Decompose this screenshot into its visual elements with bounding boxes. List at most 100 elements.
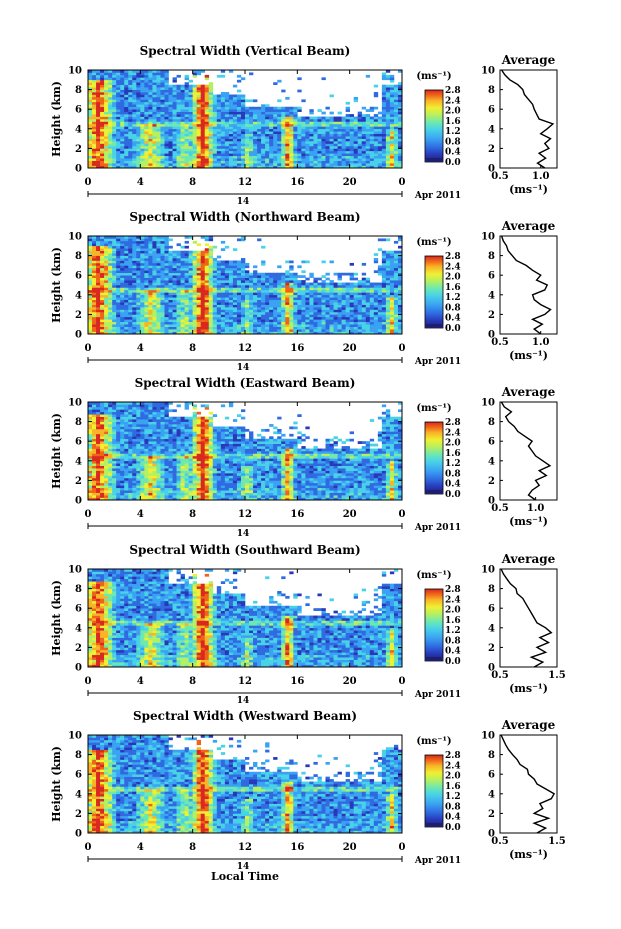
avg-y-tick-label: 2: [488, 643, 495, 654]
colorbar-tick-label: 2.8: [445, 585, 461, 595]
colorbar-tick-label: 0.4: [445, 480, 461, 490]
avg-x-tick-label: 0.5: [491, 337, 508, 348]
avg-y-tick-label: 8: [488, 85, 495, 96]
x-tick-label: 20: [343, 676, 357, 687]
colorbar-tick-label: 1.2: [445, 127, 461, 137]
avg-x-tick-label: 1.0: [532, 171, 549, 182]
avg-y-tick-label: 4: [488, 789, 495, 800]
x-tick-label: 12: [238, 509, 252, 520]
avg-y-tick-label: 8: [488, 251, 495, 262]
colorbar-tick-label: 2.0: [445, 772, 461, 782]
avg-y-tick-label: 2: [488, 310, 495, 321]
x-tick-label: 16: [290, 509, 304, 520]
x-tick-label: 20: [343, 343, 357, 354]
average-x-label: (ms⁻¹): [509, 515, 548, 528]
date-label: Apr 2011: [414, 191, 461, 201]
y-tick-label: 10: [68, 731, 82, 742]
y-tick-label: 8: [75, 584, 82, 595]
colorbar: [424, 754, 444, 828]
y-axis-label: Height (km): [50, 247, 63, 323]
panel-3: Spectral Width (Eastward Beam) 0 2 4 6 8 10 0 4 8…: [50, 376, 558, 539]
colorbar-tick-label: 0.0: [445, 823, 461, 833]
colorbar-tick-label: 0.0: [445, 324, 461, 334]
heatmap-cells: [88, 735, 403, 834]
heatmap-cells: [88, 236, 403, 335]
x-tick-label: 16: [290, 676, 304, 687]
x-tick-label: 20: [343, 509, 357, 520]
colorbar-tick-label: 2.0: [445, 606, 461, 616]
avg-y-tick-label: 0: [488, 330, 495, 341]
average-line: [501, 69, 555, 169]
y-tick-label: 6: [75, 604, 82, 615]
average-frame: [499, 568, 558, 668]
date-tick-label: 14: [237, 862, 250, 872]
y-tick-label: 8: [75, 750, 82, 761]
y-tick-label: 0: [75, 829, 82, 840]
average-x-label: (ms⁻¹): [509, 682, 548, 695]
x-tick-label: 4: [137, 177, 144, 188]
colorbar-bottom: [425, 324, 443, 328]
panel-title: Spectral Width (Westward Beam): [133, 709, 357, 723]
colorbar-tick-label: 2.4: [445, 428, 461, 438]
x-tick-label: 0: [399, 177, 406, 188]
panel-title: Spectral Width (Eastward Beam): [135, 376, 356, 390]
y-tick-label: 6: [75, 271, 82, 282]
colorbar: [424, 421, 444, 495]
colorbar-tick-label: 0.0: [445, 657, 461, 667]
colorbar-tick-label: 0.8: [445, 636, 461, 646]
colorbar-tick-label: 1.2: [445, 792, 461, 802]
colorbar-tick-label: 0.4: [445, 813, 461, 823]
avg-y-tick-label: 8: [488, 750, 495, 761]
y-axis-label: Height (km): [50, 580, 63, 656]
avg-x-tick-label: 0.5: [491, 171, 508, 182]
colorbar-unit: (ms⁻¹): [416, 403, 451, 414]
y-tick-label: 2: [75, 476, 82, 487]
y-tick-label: 6: [75, 437, 82, 448]
avg-y-tick-label: 4: [488, 290, 495, 301]
date-tick-label: 14: [237, 363, 250, 373]
avg-y-tick-label: 0: [488, 829, 495, 840]
colorbar-bottom: [425, 158, 443, 162]
y-tick-label: 4: [75, 623, 82, 634]
avg-y-tick-label: 10: [481, 66, 495, 77]
avg-y-tick-label: 6: [488, 604, 495, 615]
y-tick-label: 4: [75, 124, 82, 135]
x-tick-label: 0: [399, 842, 406, 853]
date-tick-label: 14: [237, 529, 250, 539]
avg-y-tick-label: 10: [481, 565, 495, 576]
average-line: [500, 734, 556, 834]
y-tick-label: 8: [75, 251, 82, 262]
average-title: Average: [501, 385, 556, 399]
avg-y-tick-label: 2: [488, 476, 495, 487]
y-tick-label: 2: [75, 144, 82, 155]
colorbar-tick-label: 1.6: [445, 117, 461, 127]
colorbar-tick-label: 0.8: [445, 303, 461, 313]
colorbar-tick-label: 2.0: [445, 439, 461, 449]
avg-y-tick-label: 6: [488, 105, 495, 116]
avg-y-tick-label: 2: [488, 144, 495, 155]
average-frame: [499, 401, 558, 501]
y-tick-label: 10: [68, 398, 82, 409]
y-tick-label: 0: [75, 496, 82, 507]
colorbar-tick-label: 1.6: [445, 782, 461, 792]
colorbar-tick-label: 1.2: [445, 293, 461, 303]
average-line: [500, 401, 552, 501]
colorbar-tick-label: 2.8: [445, 418, 461, 428]
avg-y-tick-label: 0: [488, 164, 495, 175]
panel-4: Spectral Width (Southward Beam) 0 2 4 6 8 10 0 4…: [50, 543, 566, 706]
colorbar-tick-label: 0.0: [445, 490, 461, 500]
x-tick-label: 16: [290, 177, 304, 188]
avg-x-tick-label: 1.0: [527, 503, 544, 514]
date-tick-label: 14: [237, 696, 250, 706]
avg-y-tick-label: 2: [488, 809, 495, 820]
y-tick-label: 10: [68, 66, 82, 77]
avg-y-tick-label: 10: [481, 232, 495, 243]
x-tick-label: 0: [85, 676, 92, 687]
y-tick-label: 6: [75, 770, 82, 781]
panel-1: Spectral Width (Vertical Beam) 0 2 4 6 8 10 0 4 8…: [50, 44, 558, 207]
y-tick-label: 10: [68, 232, 82, 243]
colorbar-unit: (ms⁻¹): [416, 71, 451, 82]
x-tick-label: 0: [399, 509, 406, 520]
panel-title: Spectral Width (Vertical Beam): [140, 44, 351, 58]
colorbar-tick-label: 0.4: [445, 647, 461, 657]
